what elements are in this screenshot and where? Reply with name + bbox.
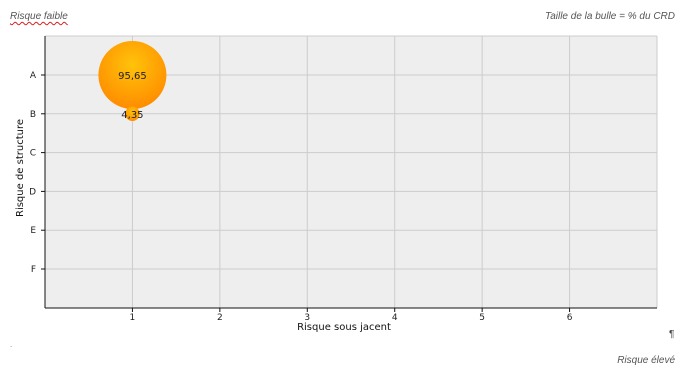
x-tick-label: 2 [217,313,223,323]
x-tick-label: 3 [304,313,310,323]
axes [41,36,657,312]
bubbles: 95,65 4,35 [98,41,167,122]
x-tick-label: 5 [479,313,485,323]
x-tick-label: 1 [130,313,136,323]
y-tick-label: D [29,187,36,197]
y-tick-label: C [30,149,36,159]
x-axis-title: Risque sous jacent [297,322,391,333]
dot-mark: . [10,340,13,349]
bubble-label: 4,35 [121,110,143,121]
y-axis-title: Risque de structure [15,119,26,217]
y-tick-label: A [30,71,37,81]
x-tick-label: 4 [392,313,398,323]
pilcrow-mark: ¶ [669,329,675,340]
note-bubble-size-legend: Taille de la bulle = % du CRD [545,11,675,22]
note-risque-eleve: Risque élevé [617,355,675,366]
y-tick-label: E [30,226,36,236]
bubble [98,41,167,109]
x-tick-label: 6 [567,313,573,323]
y-tick-label: F [31,265,36,275]
tick-labels: 1 2 3 4 5 6 A B C D E F [29,71,573,323]
bubble [125,106,140,122]
bubble-label: 95,65 [118,71,147,82]
note-risque-faible: Risque faible [10,11,68,22]
y-tick-label: B [30,110,36,120]
